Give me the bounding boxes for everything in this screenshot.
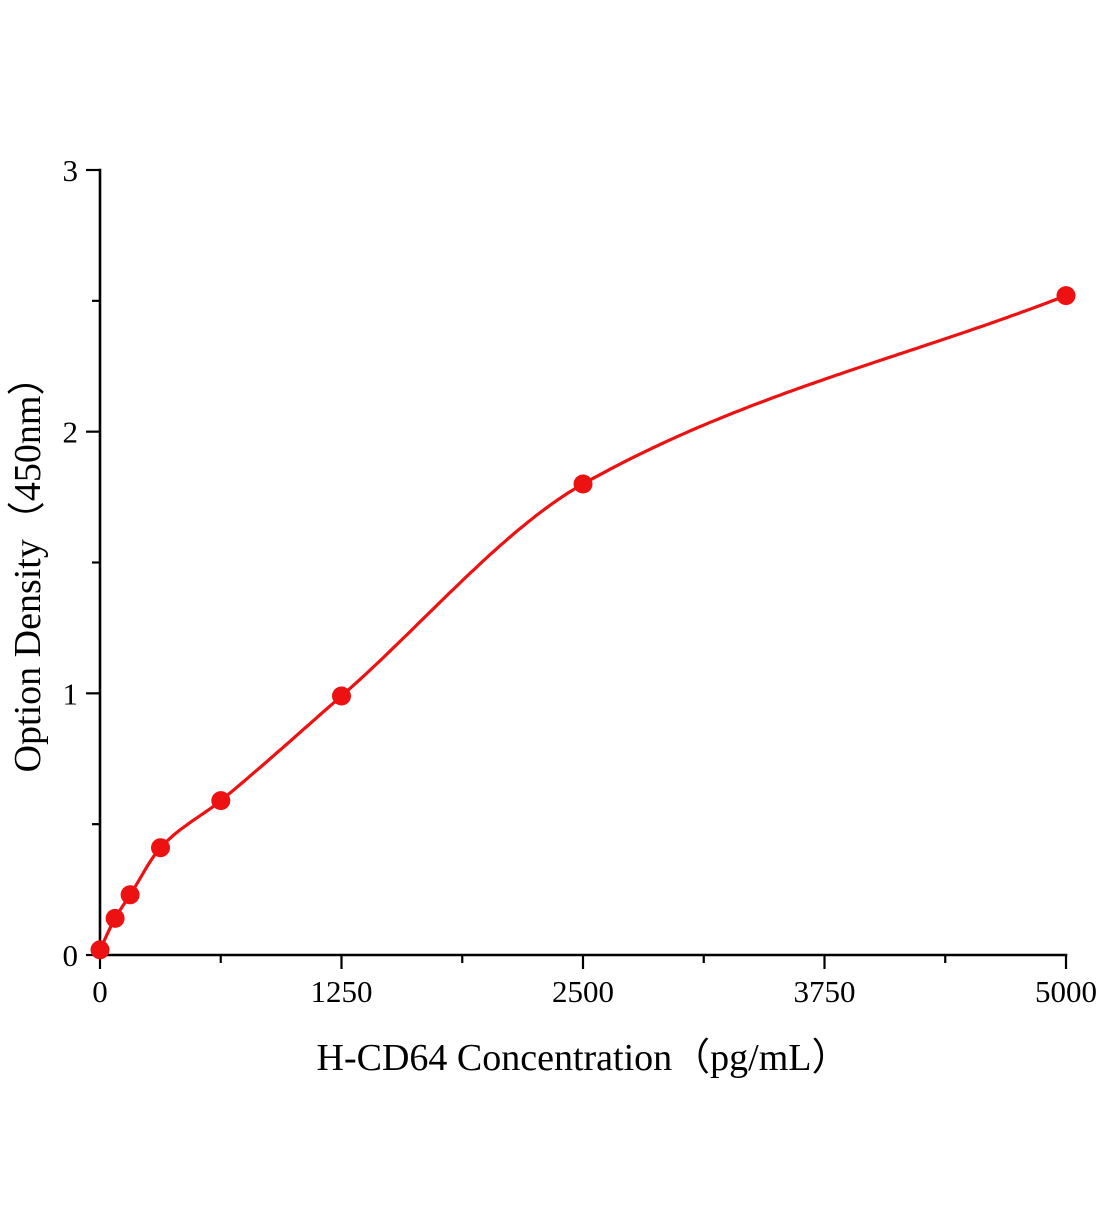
fit-curve-group [98, 294, 1068, 952]
x-axis-label: H-CD64 Concentration（pg/mL） [317, 1037, 850, 1079]
data-point [332, 686, 351, 706]
y-tick-label: 2 [63, 415, 79, 450]
y-tick-label: 0 [63, 938, 79, 973]
data-point [90, 940, 110, 960]
data-points-group [90, 286, 1076, 960]
y-tick-label: 3 [63, 153, 79, 188]
data-point [211, 791, 231, 811]
fit-curve [98, 294, 1068, 952]
x-tick-label: 0 [92, 974, 108, 1009]
x-tick-label: 3750 [794, 974, 856, 1009]
axes: 0 1250 2500 3750 5000 0 1 2 3 [63, 153, 1098, 1009]
data-point [120, 885, 140, 905]
data-point [105, 908, 125, 928]
data-point [151, 838, 170, 858]
x-tick-label: 1250 [311, 974, 373, 1009]
y-tick-label: 1 [63, 676, 79, 711]
y-axis-label: Option Density（450nm） [7, 358, 49, 773]
data-point [1056, 286, 1076, 306]
x-tick-label: 2500 [552, 974, 614, 1009]
x-tick-label: 5000 [1035, 974, 1097, 1009]
data-point [573, 474, 593, 494]
